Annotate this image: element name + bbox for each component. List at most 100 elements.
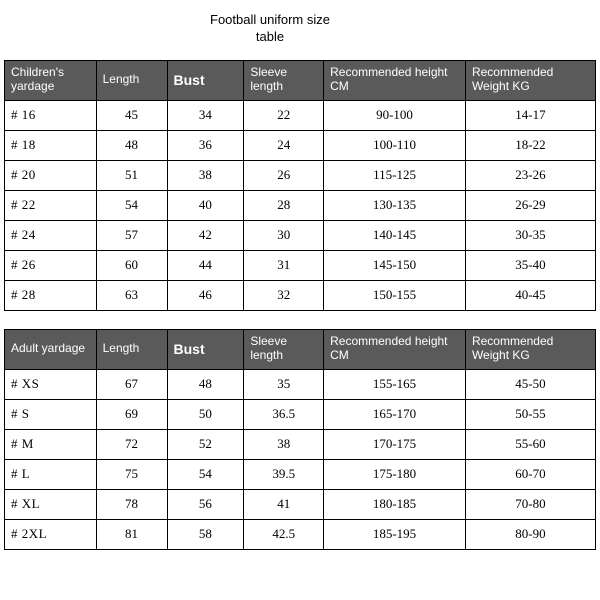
value-cell: 75 bbox=[96, 459, 167, 489]
table-row: # XS674835155-16545-50 bbox=[5, 369, 596, 399]
value-cell: 38 bbox=[244, 429, 324, 459]
value-cell: 23-26 bbox=[465, 160, 595, 190]
size-cell: # M bbox=[5, 429, 97, 459]
value-cell: 50 bbox=[167, 399, 244, 429]
table-row: # 28634632150-15540-45 bbox=[5, 280, 596, 310]
size-cell: # XS bbox=[5, 369, 97, 399]
value-cell: 34 bbox=[167, 100, 244, 130]
value-cell: 48 bbox=[96, 130, 167, 160]
value-cell: 150-155 bbox=[324, 280, 466, 310]
value-cell: 130-135 bbox=[324, 190, 466, 220]
size-cell: # 20 bbox=[5, 160, 97, 190]
col-bust: Bust bbox=[167, 329, 244, 369]
value-cell: 60-70 bbox=[465, 459, 595, 489]
value-cell: 35 bbox=[244, 369, 324, 399]
table-row: # L755439.5175-18060-70 bbox=[5, 459, 596, 489]
value-cell: 40-45 bbox=[465, 280, 595, 310]
table-row: # 2XL815842.5185-19580-90 bbox=[5, 519, 596, 549]
value-cell: 140-145 bbox=[324, 220, 466, 250]
size-cell: # 2XL bbox=[5, 519, 97, 549]
table-row: # 18483624100-11018-22 bbox=[5, 130, 596, 160]
value-cell: 63 bbox=[96, 280, 167, 310]
value-cell: 39.5 bbox=[244, 459, 324, 489]
col-recommended-weight: Recommended Weight KG bbox=[465, 60, 595, 100]
value-cell: 31 bbox=[244, 250, 324, 280]
value-cell: 175-180 bbox=[324, 459, 466, 489]
value-cell: 14-17 bbox=[465, 100, 595, 130]
value-cell: 180-185 bbox=[324, 489, 466, 519]
title-line1: Football uniform size bbox=[210, 12, 330, 27]
value-cell: 115-125 bbox=[324, 160, 466, 190]
table-row: # 20513826115-12523-26 bbox=[5, 160, 596, 190]
value-cell: 30 bbox=[244, 220, 324, 250]
value-cell: 36 bbox=[167, 130, 244, 160]
size-cell: # 28 bbox=[5, 280, 97, 310]
value-cell: 42.5 bbox=[244, 519, 324, 549]
col-recommended-height: Recommended height CM bbox=[324, 329, 466, 369]
value-cell: 35-40 bbox=[465, 250, 595, 280]
value-cell: 26-29 bbox=[465, 190, 595, 220]
value-cell: 22 bbox=[244, 100, 324, 130]
value-cell: 58 bbox=[167, 519, 244, 549]
table-row: # 22544028130-13526-29 bbox=[5, 190, 596, 220]
table-row: # 26604431145-15035-40 bbox=[5, 250, 596, 280]
size-cell: # 16 bbox=[5, 100, 97, 130]
col-recommended-weight: Recommended Weight KG bbox=[465, 329, 595, 369]
value-cell: 32 bbox=[244, 280, 324, 310]
value-cell: 69 bbox=[96, 399, 167, 429]
value-cell: 185-195 bbox=[324, 519, 466, 549]
col-length: Length bbox=[96, 329, 167, 369]
size-cell: # 24 bbox=[5, 220, 97, 250]
value-cell: 55-60 bbox=[465, 429, 595, 459]
value-cell: 24 bbox=[244, 130, 324, 160]
col-bust: Bust bbox=[167, 60, 244, 100]
value-cell: 72 bbox=[96, 429, 167, 459]
value-cell: 155-165 bbox=[324, 369, 466, 399]
value-cell: 100-110 bbox=[324, 130, 466, 160]
adult-body: # XS674835155-16545-50# S695036.5165-170… bbox=[5, 369, 596, 549]
col-children-yardage: Children's yardage bbox=[5, 60, 97, 100]
value-cell: 45 bbox=[96, 100, 167, 130]
value-cell: 50-55 bbox=[465, 399, 595, 429]
col-sleeve-length: Sleeve length bbox=[244, 329, 324, 369]
value-cell: 170-175 bbox=[324, 429, 466, 459]
value-cell: 54 bbox=[167, 459, 244, 489]
table-row: # M725238170-17555-60 bbox=[5, 429, 596, 459]
value-cell: 28 bbox=[244, 190, 324, 220]
size-cell: # 18 bbox=[5, 130, 97, 160]
value-cell: 57 bbox=[96, 220, 167, 250]
value-cell: 38 bbox=[167, 160, 244, 190]
table-gap bbox=[4, 311, 596, 329]
value-cell: 81 bbox=[96, 519, 167, 549]
value-cell: 54 bbox=[96, 190, 167, 220]
col-recommended-height: Recommended height CM bbox=[324, 60, 466, 100]
size-cell: # L bbox=[5, 459, 97, 489]
value-cell: 90-100 bbox=[324, 100, 466, 130]
value-cell: 145-150 bbox=[324, 250, 466, 280]
value-cell: 36.5 bbox=[244, 399, 324, 429]
value-cell: 78 bbox=[96, 489, 167, 519]
size-cell: # 22 bbox=[5, 190, 97, 220]
value-cell: 42 bbox=[167, 220, 244, 250]
value-cell: 40 bbox=[167, 190, 244, 220]
children-size-table: Children's yardage Length Bust Sleeve le… bbox=[4, 60, 596, 311]
value-cell: 56 bbox=[167, 489, 244, 519]
page-title: Football uniform size table bbox=[0, 4, 596, 60]
value-cell: 67 bbox=[96, 369, 167, 399]
value-cell: 30-35 bbox=[465, 220, 595, 250]
col-sleeve-length: Sleeve length bbox=[244, 60, 324, 100]
children-body: # 1645342290-10014-17# 18483624100-11018… bbox=[5, 100, 596, 310]
value-cell: 51 bbox=[96, 160, 167, 190]
value-cell: 41 bbox=[244, 489, 324, 519]
table-row: # 1645342290-10014-17 bbox=[5, 100, 596, 130]
value-cell: 18-22 bbox=[465, 130, 595, 160]
adult-header-row: Adult yardage Length Bust Sleeve length … bbox=[5, 329, 596, 369]
table-row: # 24574230140-14530-35 bbox=[5, 220, 596, 250]
value-cell: 60 bbox=[96, 250, 167, 280]
size-cell: # S bbox=[5, 399, 97, 429]
size-cell: # XL bbox=[5, 489, 97, 519]
table-row: # S695036.5165-17050-55 bbox=[5, 399, 596, 429]
table-row: # XL785641180-18570-80 bbox=[5, 489, 596, 519]
children-header-row: Children's yardage Length Bust Sleeve le… bbox=[5, 60, 596, 100]
value-cell: 48 bbox=[167, 369, 244, 399]
